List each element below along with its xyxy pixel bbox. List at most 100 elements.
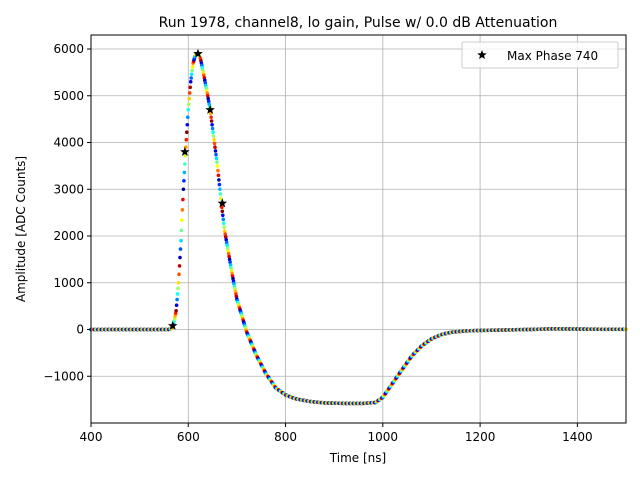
pulse-point <box>182 179 186 183</box>
y-tick-label: 5000 <box>53 89 84 103</box>
x-tick-label: 400 <box>80 430 103 444</box>
pulse-point <box>227 254 231 259</box>
pulse-point <box>222 225 227 230</box>
pulse-point <box>218 187 222 192</box>
chart-title: Run 1978, channel8, lo gain, Pulse w/ 0.… <box>159 15 558 31</box>
x-tick-label: 1400 <box>562 430 593 444</box>
pulse-point <box>212 137 216 142</box>
pulse-points <box>89 51 628 406</box>
pulse-point <box>223 235 228 239</box>
pulse-point <box>189 76 193 80</box>
x-tick-label: 800 <box>274 430 297 444</box>
pulse-point <box>213 145 217 149</box>
pulse-point <box>212 141 217 146</box>
y-tick-label: 3000 <box>53 182 84 196</box>
pulse-point <box>221 217 226 222</box>
pulse-point <box>187 91 192 95</box>
pulse-point <box>182 170 187 175</box>
grid-lines <box>90 35 626 423</box>
y-tick-label: 4000 <box>53 136 84 150</box>
y-tick-label: 6000 <box>53 42 84 56</box>
pulse-point <box>220 205 224 210</box>
pulse-point <box>214 156 219 161</box>
plot-frame <box>90 34 627 424</box>
pulse-point <box>188 85 193 90</box>
pulse-point <box>185 130 189 135</box>
pulse-point <box>189 72 194 77</box>
max-phase-star <box>217 198 228 208</box>
pulse-point <box>190 64 195 69</box>
pulse-point <box>175 292 180 296</box>
pulse-point <box>225 243 229 248</box>
pulse-point <box>228 263 233 267</box>
pulse-point <box>210 126 215 131</box>
pulse-point <box>224 240 229 245</box>
pulse-point <box>176 280 181 285</box>
y-tick-label: −1000 <box>43 369 84 383</box>
pulse-point <box>187 96 192 101</box>
pulse-point <box>178 255 182 260</box>
pulse-point <box>176 286 180 291</box>
pulse-point <box>215 160 219 164</box>
pulse-point <box>216 173 221 178</box>
pulse-point <box>221 213 225 218</box>
y-tick-label: 1000 <box>53 276 84 290</box>
pulse-point <box>211 134 216 138</box>
max-phase-star <box>167 320 178 330</box>
pulse-point <box>226 251 231 256</box>
pulse-point <box>228 260 232 264</box>
pulse-point <box>179 238 183 243</box>
pulse-point <box>174 309 178 313</box>
y-tick-label: 2000 <box>53 229 84 243</box>
pulse-point <box>210 122 214 127</box>
pulse-point <box>188 79 193 84</box>
max-phase-markers <box>167 48 228 330</box>
max-phase-star <box>193 48 203 58</box>
y-tick-label: 0 <box>76 323 84 337</box>
pulse-point <box>219 196 223 201</box>
max-phase-star <box>205 104 215 114</box>
pulse-point <box>229 266 233 270</box>
x-tick-label: 600 <box>177 430 200 444</box>
legend: Max Phase 740 <box>461 41 619 69</box>
pulse-point <box>221 221 226 226</box>
pulse-point <box>181 187 186 192</box>
pulse-point <box>186 108 191 112</box>
pulse-point <box>190 68 194 73</box>
y-axis-ticks: −1000 0 1000 2000 3000 4000 5000 6000 <box>43 42 91 383</box>
pulse-point <box>216 168 220 173</box>
pulse-point <box>174 303 179 308</box>
pulse-point <box>181 197 185 202</box>
pulse-point <box>184 137 189 142</box>
x-tick-label: 1200 <box>465 430 496 444</box>
pulse-point <box>180 208 185 212</box>
pulse-point <box>206 96 211 101</box>
pulse-point <box>217 182 222 187</box>
pulse-point <box>209 115 213 120</box>
pulse-point <box>226 249 230 253</box>
x-tick-label: 1000 <box>368 430 399 444</box>
pulse-point <box>217 178 221 182</box>
legend-label: Max Phase 740 <box>507 49 598 63</box>
pulse-point <box>222 229 227 234</box>
pulse-point <box>206 99 211 104</box>
max-phase-star <box>180 146 190 156</box>
pulse-point <box>220 209 225 214</box>
pulse-point <box>185 122 190 127</box>
pulse-point <box>183 162 187 166</box>
legend-box <box>461 41 619 69</box>
pulse-point <box>185 115 190 120</box>
pulse-point <box>186 102 191 106</box>
pulse-point <box>177 272 181 277</box>
pulse-point <box>214 152 218 157</box>
pulse-point <box>223 232 228 236</box>
pulse-point <box>224 237 229 242</box>
pulse-point <box>211 130 215 135</box>
pulse-point <box>180 218 184 222</box>
pulse-point <box>213 149 218 153</box>
pulse-point <box>218 192 223 196</box>
pulse-point <box>175 297 179 302</box>
pulse-point <box>209 119 214 123</box>
pulse-point <box>225 246 230 250</box>
